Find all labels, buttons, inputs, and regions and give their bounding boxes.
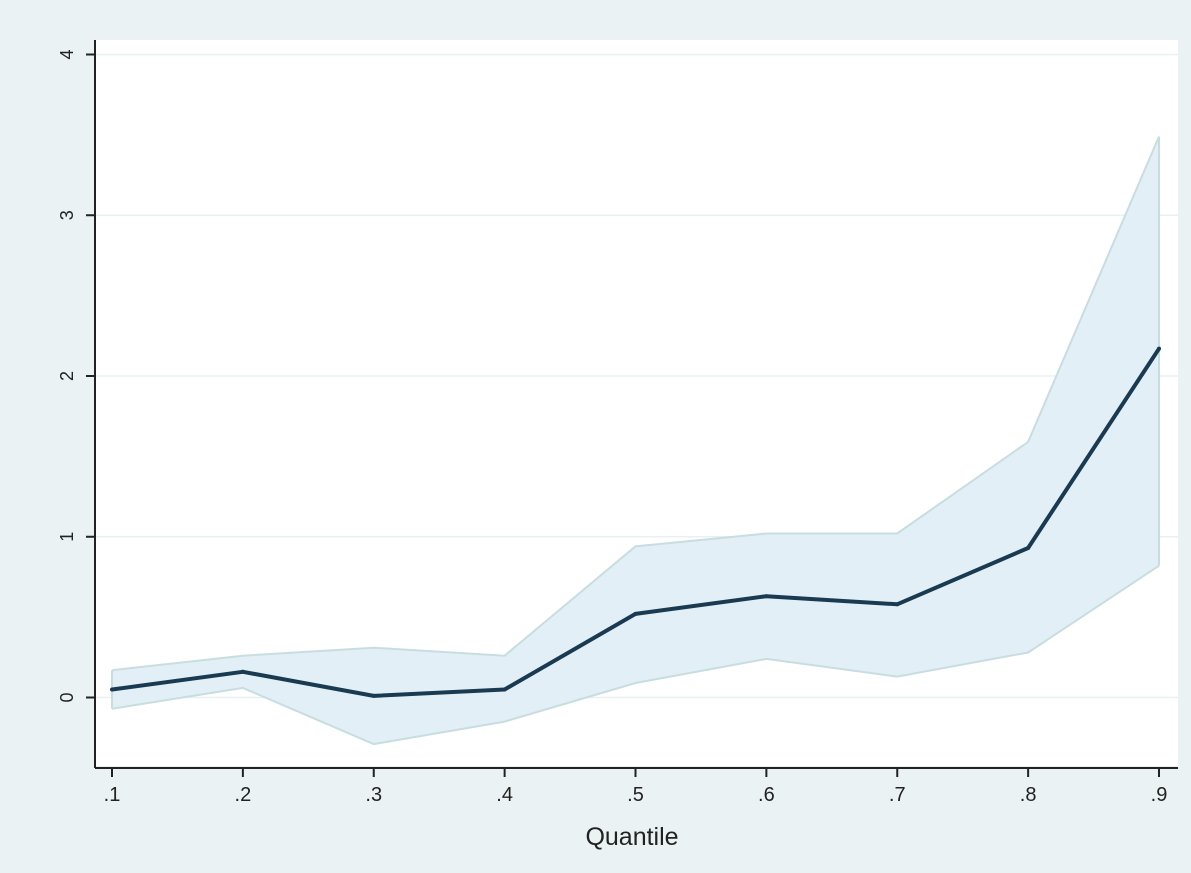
x-tick-label-1: .2 [235,784,252,806]
confidence-band [112,136,1159,745]
x-ticks: .1 .2 .3 .4 .5 .6 .7 .8 .9 [104,768,1168,806]
data-point-6 [895,602,900,607]
confidence-lower-edge [111,564,1160,746]
x-tick-label-8: .9 [1151,784,1168,806]
data-point-2 [371,693,376,698]
x-tick-label-4: .5 [627,784,644,806]
points-layer [110,346,1161,698]
data-point-0 [110,687,114,692]
y-tick-label-0: 0 [57,692,77,702]
y-tick-label-3: 3 [57,210,77,220]
x-tick-label-3: .4 [496,784,513,806]
data-point-8 [1157,346,1161,351]
data-point-1 [240,669,245,674]
data-point-4 [633,611,638,616]
x-tick-label-6: .7 [889,784,906,806]
y-tick-label-1: 1 [57,532,77,542]
y-ticks: 0 1 2 3 4 [57,49,95,703]
data-point-7 [1026,546,1031,551]
y-tick-label-2: 2 [57,371,77,381]
x-axis-label: Quantile [585,823,678,851]
data-point-3 [502,687,507,692]
y-tick-label-4: 4 [57,49,77,59]
x-tick-label-7: .8 [1020,784,1037,806]
x-tick-label-0: .1 [104,784,121,806]
data-point-5 [764,594,769,599]
confidence-upper-edge [111,136,1160,672]
x-tick-label-5: .6 [758,784,775,806]
x-tick-label-2: .3 [365,784,382,806]
